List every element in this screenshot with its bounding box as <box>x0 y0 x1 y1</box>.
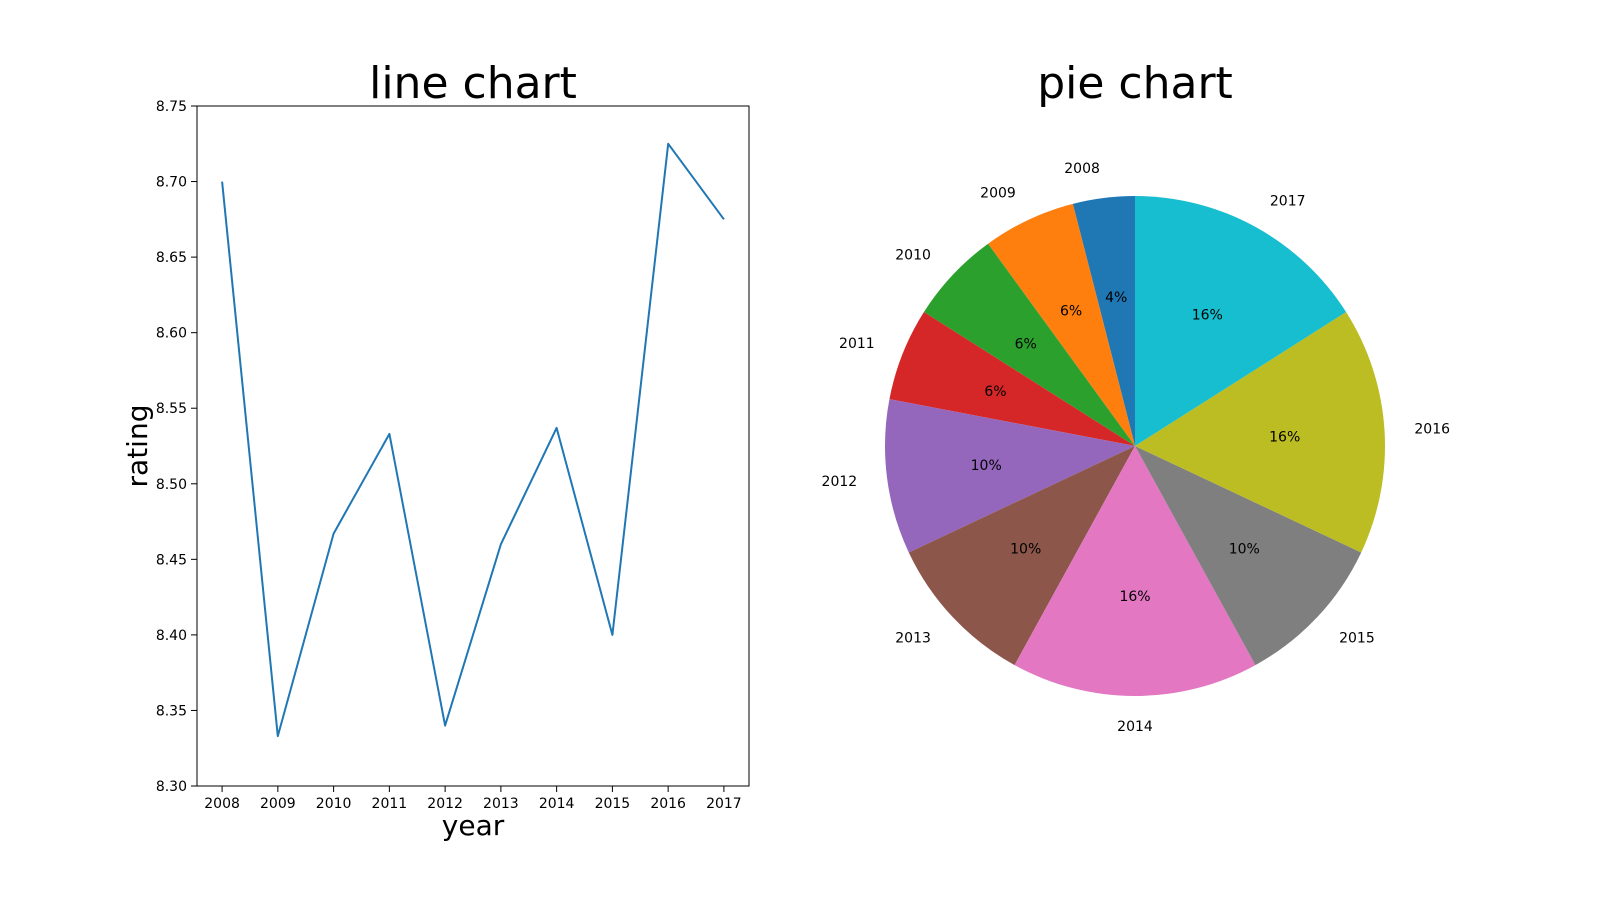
pie-labels: 2008 2009 2010 2011 2012 2013 2014 2015 2016 2017 <box>822 161 1451 735</box>
pie-slice-2015 <box>1135 446 1362 666</box>
pie-slice-2016 <box>1135 312 1386 553</box>
line-chart-title: line chart <box>369 58 577 109</box>
line-chart: line chart 8.308.358.408.458.508.558.608… <box>121 58 750 842</box>
line-y-ticks: 8.30 8.35 8.40 8.45 8.50 8.55 8.60 8.65 8.70 8.75 <box>156 99 197 795</box>
line-series <box>221 142 725 738</box>
y-tick-label: 8.50 <box>156 477 187 493</box>
y-tick-label: 8.65 <box>156 250 187 266</box>
y-tick-label: 8.40 <box>156 628 187 644</box>
y-tick-label: 8.45 <box>156 552 187 568</box>
pie-slice-2013 <box>908 446 1135 666</box>
pie-percent-2012: 10% <box>971 458 1002 474</box>
pie-percent-2008: 4% <box>1105 290 1127 306</box>
y-tick-label: 8.55 <box>156 401 187 417</box>
pie-slice-2009 <box>988 203 1135 446</box>
y-tick-label: 8.60 <box>156 326 187 342</box>
pie-slice-2012 <box>885 399 1135 553</box>
line-plot-frame <box>196 105 750 787</box>
pie-label-2015: 2015 <box>1339 631 1375 647</box>
x-tick-label: 2015 <box>595 796 631 812</box>
pie-label-2010: 2010 <box>895 247 931 263</box>
pie-label-2009: 2009 <box>980 186 1016 202</box>
x-tick-label: 2008 <box>204 796 240 812</box>
line-x-axis-label: year <box>442 809 505 842</box>
pie-label-2011: 2011 <box>839 336 875 352</box>
pie-percent-2016: 16% <box>1269 430 1300 446</box>
pie-percent-2013: 10% <box>1010 542 1041 558</box>
x-tick-label: 2009 <box>260 796 296 812</box>
pie-percent-2017: 16% <box>1192 308 1223 324</box>
pie-slice-2008 <box>1072 196 1135 446</box>
x-tick-label: 2017 <box>706 796 742 812</box>
pie-percent-labels: 4% 6% 6% 6% 10% 10% 16% 10% 16% 16% <box>971 290 1301 605</box>
pie-slice-2017 <box>1135 196 1347 446</box>
pie-label-2013: 2013 <box>895 631 931 647</box>
pie-percent-2009: 6% <box>1060 303 1082 319</box>
pie-slice-2014 <box>1014 446 1256 697</box>
x-tick-label: 2012 <box>427 796 463 812</box>
y-tick-label: 8.35 <box>156 703 187 719</box>
x-tick-label: 2016 <box>650 796 686 812</box>
pie-percent-2015: 10% <box>1229 542 1260 558</box>
pie-label-2008: 2008 <box>1064 161 1100 177</box>
pie-chart: pie chart 200820092010201120122013201420… <box>822 58 1451 735</box>
pie-slices <box>885 196 1386 697</box>
x-tick-label: 2010 <box>316 796 352 812</box>
x-tick-label: 2014 <box>539 796 575 812</box>
x-tick-label: 2011 <box>372 796 408 812</box>
line-x-ticks: 2008 2009 2010 2011 2012 2013 2014 2015 2016 2017 <box>204 786 742 812</box>
y-tick-label: 8.75 <box>156 99 187 115</box>
pie-label-2012: 2012 <box>822 474 858 490</box>
pie-label-2014: 2014 <box>1117 719 1153 735</box>
pie-percent-2010: 6% <box>1015 336 1037 352</box>
pie-percent-2014: 16% <box>1119 589 1150 605</box>
pie-label-2016: 2016 <box>1414 421 1450 437</box>
pie-slice-2010 <box>923 243 1135 446</box>
pie-label-2017: 2017 <box>1270 194 1306 210</box>
y-tick-label: 8.30 <box>156 779 187 795</box>
line-y-axis-label: rating <box>121 405 154 488</box>
y-tick-label: 8.70 <box>156 175 187 191</box>
pie-chart-title: pie chart <box>1037 58 1233 109</box>
pie-slice-2011 <box>889 312 1135 446</box>
x-tick-label: 2013 <box>483 796 519 812</box>
pie-percent-2011: 6% <box>984 384 1006 400</box>
